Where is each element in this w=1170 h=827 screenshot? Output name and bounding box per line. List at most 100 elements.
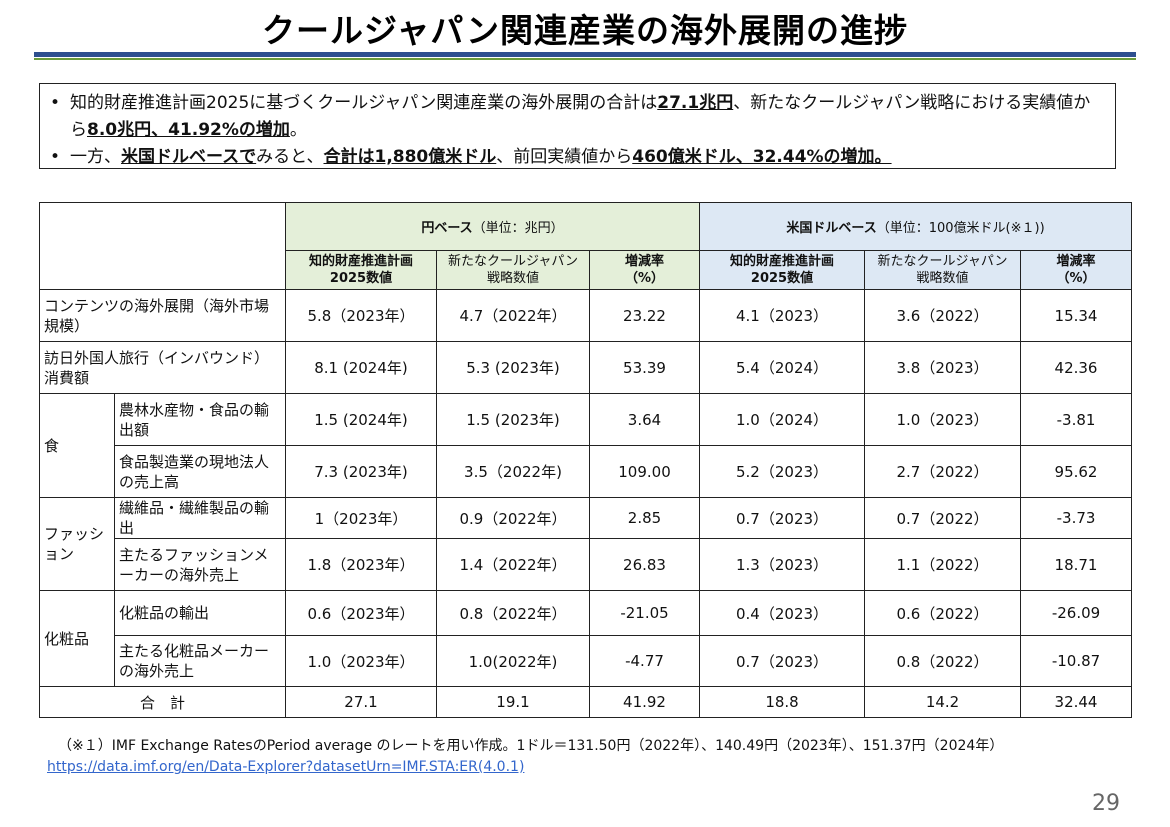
imf-source-link[interactable]: https://data.imf.org/en/Data-Explorer?da… [47, 759, 525, 775]
cell-usd-rate: 42.36 [1020, 341, 1133, 394]
cell-yen-rate: 2.85 [588, 497, 701, 539]
total-usd-cj: 14.2 [864, 686, 1022, 718]
category-fashion: ファッション [39, 497, 115, 591]
yen-group-header: 円ベース（単位：兆円） [284, 202, 701, 251]
table-row: ファッション 繊維品・繊維製品の輸出 1（2023年） 0.9（2022年） 2… [39, 497, 1133, 591]
cell-yen-rate: 109.00 [588, 445, 701, 498]
row-label: 主たる化粧品メーカーの海外売上 [114, 635, 286, 687]
row-label: 主たるファッションメーカーの海外売上 [114, 538, 286, 591]
cell-usd-cj: 0.7（2022） [864, 497, 1022, 539]
table-row: 訪日外国人旅行（インバウンド）消費額 8.1 (2024年) 5.3 (2023… [39, 341, 1133, 394]
total-yen-cj: 19.1 [436, 686, 590, 718]
total-yen-ip: 27.1 [285, 686, 437, 718]
summary-bullet-2: • 一方、米国ドルベースでみると、合計は1,880億米ドル、前回実績値から460… [50, 144, 1105, 171]
summary-emphasis: 27.1兆円 [657, 93, 734, 113]
summary-emphasis: 合計は1,880億米ドル [323, 147, 497, 167]
usd-group-title: 米国ドルベース [786, 221, 877, 236]
cell-yen-ip: 7.3 (2023年) [285, 445, 437, 498]
total-usd-rate: 32.44 [1020, 686, 1133, 718]
cell-yen-rate: 3.64 [588, 393, 701, 446]
page-title: クールジャパン関連産業の海外展開の進捗 [262, 11, 908, 50]
table-row: 主たる化粧品メーカーの海外売上 1.0（2023年） 1.0(2022年) -4… [40, 635, 1133, 687]
category-food: 食 [39, 393, 115, 498]
cell-yen-cj: 1.5 (2023年) [436, 393, 590, 446]
cell-usd-rate: 18.71 [1020, 538, 1133, 591]
table-row: 化粧品 化粧品の輸出 0.6（2023年） 0.8（2022年） -21.05 … [39, 590, 1133, 687]
title-underline-green [34, 58, 1136, 60]
cell-yen-ip: 5.8（2023年） [285, 289, 437, 342]
cell-usd-rate: 95.62 [1020, 445, 1133, 498]
header-text: 新たなクールジャパン [447, 254, 578, 269]
cell-usd-rate: -10.87 [1020, 635, 1133, 687]
col-header-yen-cj: 新たなクールジャパン 戦略数値 [436, 250, 590, 290]
cell-yen-rate: 53.39 [588, 341, 701, 394]
cell-usd-cj: 0.6（2022） [864, 590, 1022, 636]
total-label: 合 計 [39, 686, 286, 718]
summary-emphasis: 米国ドルベースで [121, 147, 257, 167]
cell-yen-ip: 1（2023年） [285, 497, 437, 539]
cell-usd-ip: 0.7（2023） [699, 497, 866, 539]
summary-text-2: 一方、米国ドルベースでみると、合計は1,880億米ドル、前回実績値から460億米… [70, 144, 892, 171]
cell-yen-cj: 0.9（2022年） [436, 497, 590, 539]
cell-yen-ip: 0.6（2023年） [285, 590, 437, 636]
summary-text: みると、 [256, 147, 324, 167]
cell-yen-ip: 8.1 (2024年) [285, 341, 437, 394]
row-label: 化粧品の輸出 [114, 590, 286, 636]
table-corner [39, 202, 286, 290]
cell-usd-cj: 3.6（2022） [864, 289, 1022, 342]
cell-usd-rate: -3.81 [1020, 393, 1133, 446]
header-text: 2025数値 [750, 271, 814, 286]
usd-group-unit: （単位：100億米ドル(※１)) [876, 221, 1045, 236]
summary-text: 一方、 [70, 147, 121, 167]
cell-yen-ip: 1.5 (2024年) [285, 393, 437, 446]
summary-text: 、前回実績値から [496, 147, 633, 167]
cell-yen-rate: -21.05 [588, 590, 701, 636]
col-header-usd-ip: 知的財産推進計画 2025数値 [699, 250, 866, 290]
summary-text: 知的財産推進計画2025に基づくクールジャパン関連産業の海外展開の合計は [70, 93, 658, 113]
cell-yen-cj: 1.0(2022年) [436, 635, 590, 687]
cell-yen-rate: 26.83 [588, 538, 701, 591]
table-total-row: 合 計 27.1 19.1 41.92 18.8 14.2 32.44 [39, 686, 1133, 718]
row-label: 訪日外国人旅行（インバウンド）消費額 [39, 341, 286, 394]
header-text: 増減率 [1056, 254, 1096, 269]
summary-text: 。 [289, 120, 307, 140]
header-text: 増減率 [625, 254, 665, 269]
cell-usd-ip: 1.0（2024） [699, 393, 866, 446]
summary-text: 、新たなクールジャパン戦略にお [733, 93, 989, 113]
cell-usd-cj: 0.8（2022） [864, 635, 1022, 687]
cell-usd-ip: 0.7（2023） [699, 635, 866, 687]
header-text: 知的財産推進計画 [308, 254, 413, 269]
cell-yen-cj: 1.4（2022年） [436, 538, 590, 591]
col-header-usd-rate: 増減率 （%） [1020, 250, 1133, 290]
cell-usd-ip: 4.1（2023） [699, 289, 866, 342]
title-underline-blue [34, 52, 1136, 57]
cell-usd-ip: 5.2（2023） [699, 445, 866, 498]
summary-emphasis: 460億米ドル、32.44%の増加。 [632, 147, 892, 167]
cell-usd-ip: 0.4（2023） [699, 590, 866, 636]
yen-group-title: 円ベース [421, 221, 473, 236]
page-number: 29 [1092, 791, 1120, 816]
cell-usd-rate: -3.73 [1020, 497, 1133, 539]
col-header-yen-rate: 増減率 （%） [588, 250, 701, 290]
cell-yen-cj: 4.7（2022年） [436, 289, 590, 342]
category-cosmetics: 化粧品 [39, 590, 115, 687]
row-label: 農林水産物・食品の輸出額 [114, 393, 286, 446]
summary-text: ける実績値から [70, 93, 1091, 140]
summary-emphasis: 8.0兆円、41.92%の増加 [87, 120, 290, 140]
bullet-dot: • [50, 93, 61, 113]
row-label: コンテンツの海外展開（海外市場規模） [39, 289, 286, 342]
cell-yen-rate: 23.22 [588, 289, 701, 342]
table-row: コンテンツの海外展開（海外市場規模） 5.8（2023年） 4.7（2022年）… [39, 289, 1133, 342]
header-text: （%） [1056, 271, 1096, 286]
col-header-usd-cj: 新たなクールジャパン 戦略数値 [864, 250, 1022, 290]
cell-yen-cj: 0.8（2022年） [436, 590, 590, 636]
header-text: 戦略数値 [486, 271, 539, 286]
header-text: 2025数値 [329, 271, 393, 286]
bullet-dot: • [50, 147, 61, 167]
total-usd-ip: 18.8 [699, 686, 866, 718]
table-row: 食品製造業の現地法人の売上高 7.3 (2023年) 3.5（2022年) 10… [40, 445, 1133, 498]
cell-usd-cj: 1.0（2023） [864, 393, 1022, 446]
row-label: 食品製造業の現地法人の売上高 [114, 445, 286, 498]
total-yen-rate: 41.92 [588, 686, 701, 718]
progress-table: 円ベース（単位：兆円） 米国ドルベース（単位：100億米ドル(※１)) 知的財産… [39, 202, 1133, 718]
